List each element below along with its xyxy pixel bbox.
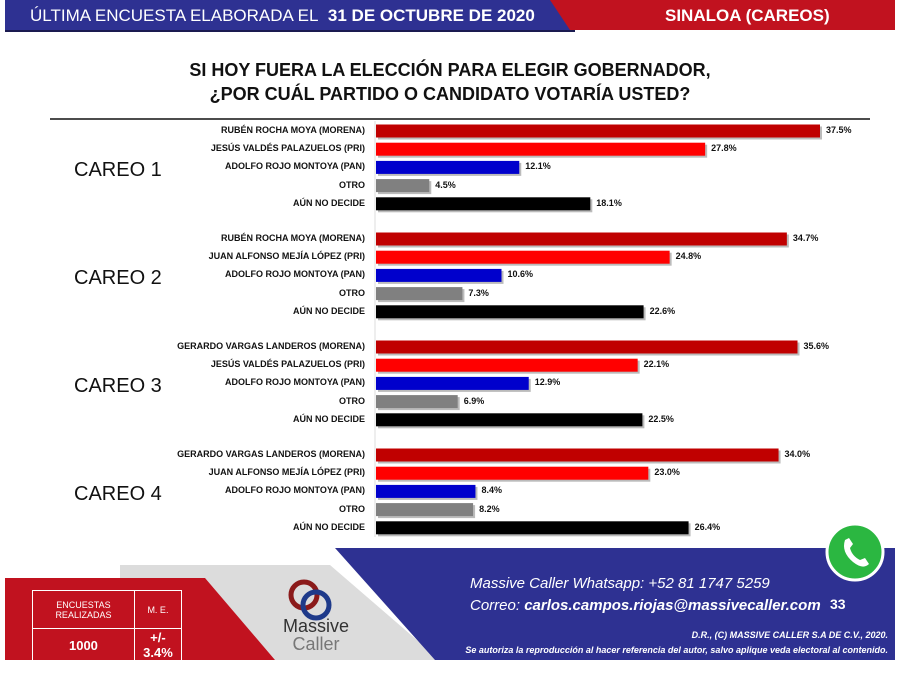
- category-label: JESÚS VALDÉS PALAZUELOS (PRI): [210, 359, 365, 370]
- data-label: 18.1%: [596, 197, 622, 208]
- stats-value-margin: +/- 3.4%: [133, 628, 183, 662]
- data-label: 22.1%: [643, 359, 670, 370]
- stats-value-surveys: 1000: [32, 628, 135, 662]
- bar-otro: [376, 395, 458, 409]
- bar-pri: [376, 466, 649, 480]
- category-label: OTRO: [339, 503, 365, 514]
- survey-stats-table: ENCUESTAS REALIZADAS M. E. 1000 +/- 3.4%: [32, 590, 183, 662]
- category-label: OTRO: [339, 287, 365, 298]
- header-red-band: [550, 0, 895, 30]
- bar-indecisos: [376, 197, 591, 211]
- email-prefix: Correo:: [470, 597, 525, 614]
- bar-pan: [376, 160, 520, 174]
- stats-header-margin: M. E.: [133, 590, 183, 629]
- data-label: 8.2%: [479, 503, 500, 514]
- data-label: 6.9%: [463, 395, 485, 406]
- title-line-2: ¿POR CUÁL PARTIDO O CANDIDATO VOTARÍA US…: [209, 84, 691, 104]
- data-label: 22.6%: [649, 305, 676, 316]
- category-label: JESÚS VALDÉS PALAZUELOS (PRI): [210, 143, 365, 154]
- bar-morena: [376, 340, 798, 354]
- category-label: AÚN NO DECIDE: [292, 413, 365, 424]
- data-label: 34.7%: [792, 233, 819, 243]
- bar-pri: [376, 142, 706, 156]
- page-number: 33: [830, 596, 846, 612]
- data-label: 27.8%: [711, 143, 737, 154]
- category-label: GERARDO VARGAS LANDEROS (MORENA): [177, 449, 365, 459]
- bar-morena: [376, 232, 787, 246]
- category-label: AÚN NO DECIDE: [292, 197, 365, 208]
- logo-word-1: Massive: [283, 616, 350, 636]
- bar-pan: [376, 268, 502, 282]
- bar-otro: [376, 503, 474, 517]
- data-label: 24.8%: [675, 251, 702, 262]
- category-label: AÚN NO DECIDE: [292, 305, 365, 316]
- survey-date-header: ÚLTIMA ENCUESTA ELABORADA EL 31 DE OCTUB…: [30, 6, 535, 26]
- bar-pan: [376, 376, 529, 390]
- region-header: SINALOA (CAREOS): [665, 6, 830, 25]
- logo-word-2: Caller: [292, 634, 340, 654]
- category-label: JUAN ALFONSO MEJÍA LÓPEZ (PRI): [208, 467, 365, 478]
- bar-otro: [376, 179, 430, 193]
- data-label: 4.5%: [435, 179, 456, 190]
- chart-title: SI HOY FUERA LA ELECCIÓN PARA ELEGIR GOB…: [0, 58, 900, 106]
- email-link[interactable]: carlos.campos.riojas@massivecaller.com: [524, 597, 821, 614]
- data-label: 12.1%: [525, 161, 551, 172]
- category-label: RUBÉN ROCHA MOYA (MORENA): [221, 233, 365, 243]
- bar-indecisos: [376, 413, 643, 427]
- careo-label: CAREO 3: [74, 375, 162, 397]
- category-label: JUAN ALFONSO MEJÍA LÓPEZ (PRI): [208, 251, 365, 262]
- reproduction-notice: Se autoriza la reproducción al hacer ref…: [465, 645, 888, 655]
- bar-pri: [376, 358, 638, 372]
- whatsapp-contact[interactable]: Massive Caller Whatsapp: +52 81 1747 525…: [470, 575, 770, 592]
- logo-text: Massive Caller: [283, 617, 349, 653]
- massive-caller-logo: [288, 579, 332, 621]
- footer-blue-band: [335, 548, 895, 660]
- category-label: RUBÉN ROCHA MOYA (MORENA): [221, 125, 365, 135]
- data-label: 8.4%: [481, 485, 502, 496]
- category-label: OTRO: [339, 179, 365, 190]
- careo-label: CAREO 1: [74, 159, 162, 181]
- header-prefix: ÚLTIMA ENCUESTA ELABORADA EL: [30, 6, 319, 25]
- bar-indecisos: [376, 521, 689, 535]
- careo-label: CAREO 2: [74, 267, 162, 289]
- title-line-1: SI HOY FUERA LA ELECCIÓN PARA ELEGIR GOB…: [189, 60, 711, 80]
- data-label: 22.5%: [648, 413, 674, 424]
- data-label: 34.0%: [784, 449, 811, 459]
- data-label: 12.9%: [534, 377, 561, 388]
- whatsapp-icon[interactable]: [825, 522, 885, 582]
- category-label: GERARDO VARGAS LANDEROS (MORENA): [177, 341, 365, 351]
- bar-morena: [376, 448, 779, 462]
- data-label: 35.6%: [803, 341, 830, 351]
- category-label: ADOLFO ROJO MONTOYA (PAN): [224, 485, 365, 496]
- category-label: OTRO: [339, 395, 365, 406]
- category-label: AÚN NO DECIDE: [292, 521, 365, 532]
- header-blue-band: [5, 0, 595, 30]
- bar-morena: [376, 124, 820, 138]
- bar-pan: [376, 484, 476, 498]
- data-label: 10.6%: [507, 269, 534, 280]
- category-label: ADOLFO ROJO MONTOYA (PAN): [224, 269, 365, 280]
- careo-label: CAREO 4: [74, 483, 162, 505]
- data-label: 37.5%: [826, 125, 852, 135]
- bar-indecisos: [376, 305, 644, 319]
- category-label: ADOLFO ROJO MONTOYA (PAN): [224, 377, 365, 388]
- bar-pri: [376, 250, 670, 264]
- header-date: 31 DE OCTUBRE DE 2020: [327, 6, 535, 25]
- copyright: D.R., (C) MASSIVE CALLER S.A DE C.V., 20…: [691, 630, 888, 640]
- stats-header-surveys: ENCUESTAS REALIZADAS: [32, 590, 135, 629]
- data-label: 26.4%: [694, 521, 721, 532]
- category-label: ADOLFO ROJO MONTOYA (PAN): [224, 161, 365, 172]
- data-label: 7.3%: [468, 287, 489, 298]
- data-label: 23.0%: [654, 467, 680, 478]
- bar-otro: [376, 287, 463, 301]
